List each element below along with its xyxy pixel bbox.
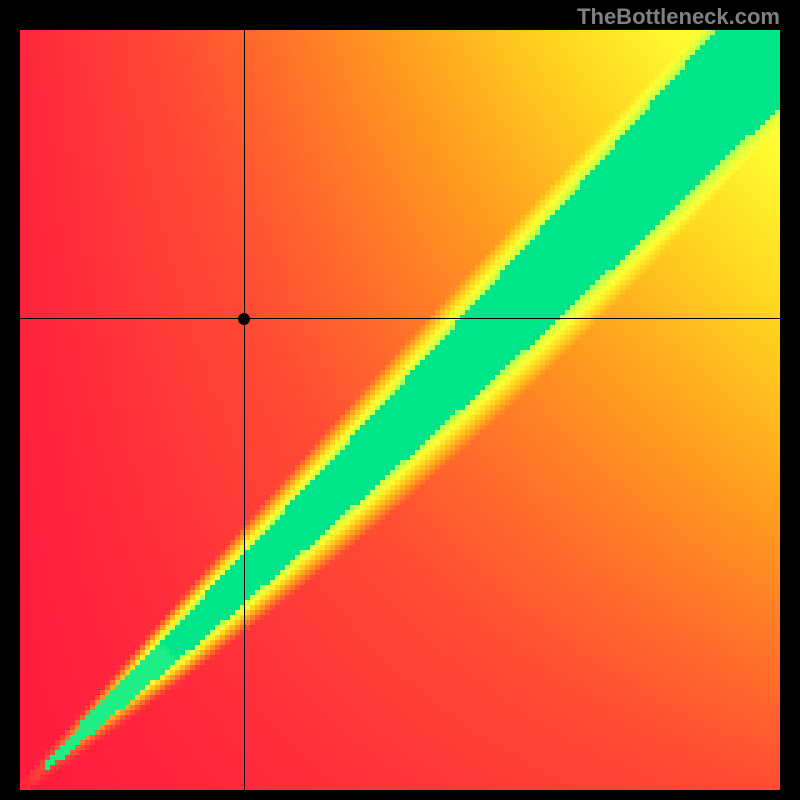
bottleneck-heatmap [20,30,780,790]
crosshair-marker [238,313,250,325]
crosshair-horizontal [20,318,780,319]
crosshair-vertical [244,30,245,790]
watermark-text: TheBottleneck.com [577,4,780,30]
chart-container: { "chart": { "type": "heatmap", "canvas"… [0,0,800,800]
